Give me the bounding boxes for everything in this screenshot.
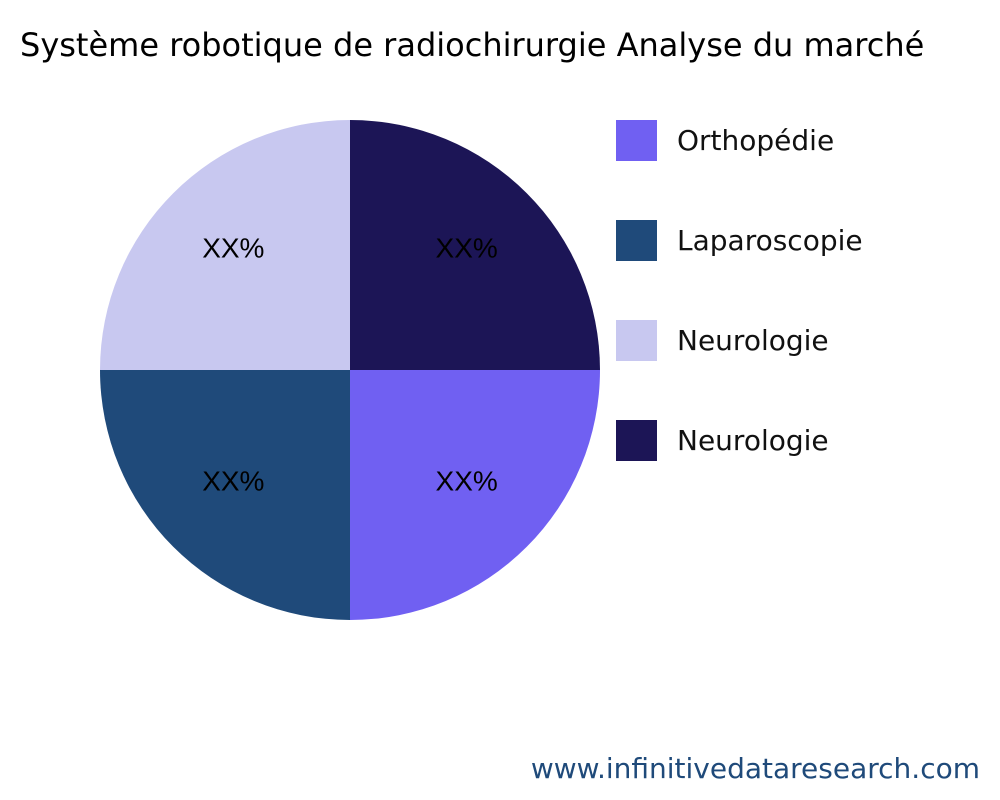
data-label: XX% [436,466,498,497]
data-label: XX% [436,232,498,263]
legend-label: Neurologie [677,323,829,357]
pie-slice-1 [350,370,600,620]
data-label: XX% [202,466,264,497]
legend-item: Laparoscopie [616,219,863,261]
legend-item: Neurologie [616,319,829,361]
legend-swatch [616,319,657,361]
legend-label: Neurologie [677,423,829,457]
legend-label: Laparoscopie [677,223,863,257]
pie-slice-3 [100,120,350,370]
legend-item: Neurologie [616,419,829,461]
footer-url: www.infinitivedataresearch.com [530,752,980,785]
data-label: XX% [202,232,264,263]
legend-item: Orthopédie [616,119,835,161]
legend-swatch [616,119,657,161]
legend-swatch [616,419,657,461]
pie-slice-2 [100,370,350,620]
legend-label: Orthopédie [677,123,835,157]
pie-slice-4 [350,120,600,370]
chart-title: Système robotique de radiochirurgie Anal… [20,26,925,64]
legend-swatch [616,219,657,261]
